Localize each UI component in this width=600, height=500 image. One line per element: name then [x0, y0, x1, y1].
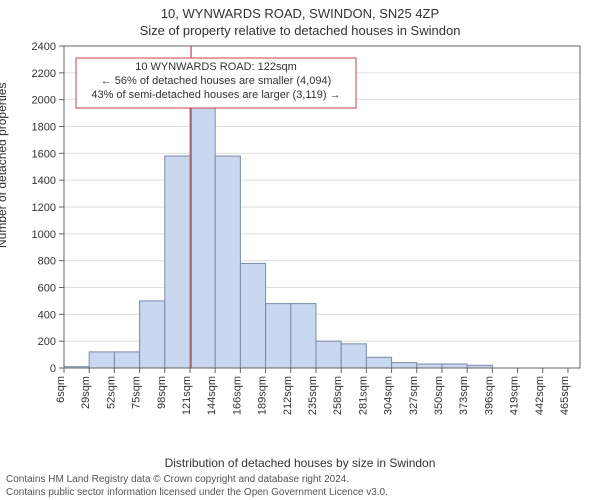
histogram-bar [316, 341, 341, 368]
histogram-bar [291, 304, 316, 368]
x-tick-label: 144sqm [206, 376, 218, 415]
x-tick-label: 396sqm [483, 376, 495, 415]
x-tick-label: 373sqm [458, 376, 470, 415]
svg-text:200: 200 [38, 336, 56, 348]
histogram-bar [89, 352, 114, 368]
x-tick-label: 29sqm [80, 376, 92, 409]
x-tick-label: 6sqm [55, 376, 67, 403]
histogram-bar [140, 301, 165, 368]
x-tick-label: 235sqm [307, 376, 319, 415]
footer-line-2: Contains public sector information licen… [6, 487, 594, 500]
x-tick-label: 121sqm [181, 376, 193, 415]
title-main: 10, WYNWARDS ROAD, SWINDON, SN25 4ZP [0, 0, 600, 21]
histogram-bar [215, 156, 240, 368]
x-tick-label: 465sqm [559, 376, 571, 415]
x-tick-label: 281sqm [357, 376, 369, 415]
footer-line-1: Contains HM Land Registry data © Crown c… [6, 474, 594, 487]
histogram-bar [114, 352, 139, 368]
histogram-chart: 0 200 400 600 800 1000 1200 1400 1600 1800 2000 220… [0, 38, 600, 438]
svg-text:1200: 1200 [32, 202, 56, 214]
svg-text:800: 800 [38, 256, 56, 268]
histogram-bar [366, 357, 391, 368]
histogram-bar [417, 364, 442, 368]
footer: Contains HM Land Registry data © Crown c… [0, 470, 600, 499]
histogram-bar [165, 156, 190, 368]
histogram-bar [442, 364, 467, 368]
svg-text:400: 400 [38, 309, 56, 321]
title-sub: Size of property relative to detached ho… [0, 21, 600, 38]
y-axis-label: Number of detached properties [0, 83, 9, 248]
x-tick-label: 327sqm [408, 376, 420, 415]
svg-text:2200: 2200 [32, 68, 56, 80]
x-axis-label: Distribution of detached houses by size … [0, 456, 600, 470]
histogram-bar [190, 73, 215, 368]
x-tick-label: 419sqm [509, 376, 521, 415]
svg-text:1000: 1000 [32, 229, 56, 241]
svg-text:1600: 1600 [32, 148, 56, 160]
svg-text:1800: 1800 [32, 122, 56, 134]
svg-text:1400: 1400 [32, 175, 56, 187]
svg-text:2400: 2400 [32, 41, 56, 53]
svg-text:0: 0 [50, 363, 56, 375]
x-tick-label: 52sqm [105, 376, 117, 409]
x-tick-label: 258sqm [332, 376, 344, 415]
annotation-line: 10 WYNWARDS ROAD: 122sqm [135, 61, 297, 73]
annotation-line: ← 56% of detached houses are smaller (4,… [101, 75, 332, 87]
x-tick-label: 350sqm [433, 376, 445, 415]
chart-container: 0 200 400 600 800 1000 1200 1400 1600 1800 2000 220… [0, 38, 600, 458]
histogram-bar [392, 363, 417, 368]
x-tick-label: 442sqm [534, 376, 546, 415]
histogram-bar [266, 304, 291, 368]
svg-text:600: 600 [38, 283, 56, 295]
x-tick-label: 212sqm [282, 376, 294, 415]
histogram-bar [240, 263, 265, 368]
x-tick-label: 166sqm [231, 376, 243, 415]
x-tick-label: 189sqm [257, 376, 269, 415]
x-tick-label: 75sqm [131, 376, 143, 409]
x-tick-label: 304sqm [383, 376, 395, 415]
histogram-bar [341, 344, 366, 368]
x-tick-label: 98sqm [156, 376, 168, 409]
svg-text:2000: 2000 [32, 95, 56, 107]
annotation-line: 43% of semi-detached houses are larger (… [91, 89, 340, 101]
